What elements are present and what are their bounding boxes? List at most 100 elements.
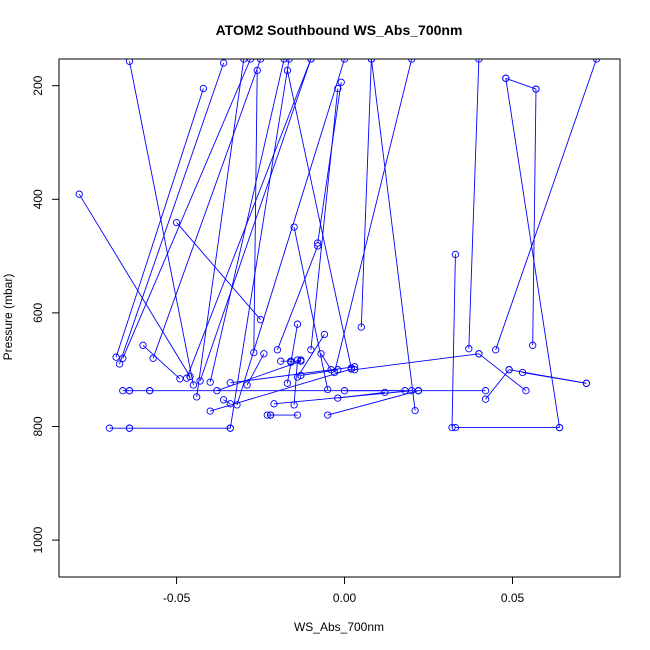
data-point	[411, 406, 419, 415]
y-tick-label: 600	[31, 303, 45, 323]
data-point	[226, 400, 234, 408]
x-tick-label: 0.05	[501, 591, 525, 605]
data-point	[270, 400, 278, 408]
data-point	[401, 387, 409, 395]
data-point	[330, 368, 339, 377]
series-line-39	[327, 390, 419, 416]
data-point	[219, 59, 228, 67]
series-line-36	[310, 88, 339, 350]
series-line-30	[286, 324, 298, 384]
series-line-10	[142, 344, 181, 380]
data-point	[273, 346, 282, 354]
data-point	[492, 346, 500, 354]
data-point	[293, 411, 302, 419]
data-point	[172, 218, 181, 227]
data-point	[414, 387, 423, 395]
data-point	[226, 424, 234, 432]
data-point	[532, 85, 540, 93]
data-point	[226, 379, 234, 387]
data-point	[183, 374, 191, 382]
series-line-41	[337, 391, 385, 399]
data-point	[357, 323, 365, 331]
series-line-55	[522, 372, 587, 384]
series-line-15	[196, 59, 245, 397]
series-line-43	[360, 59, 372, 328]
series-line-31	[290, 359, 301, 363]
series-line-17	[209, 59, 285, 383]
data-point	[350, 366, 359, 374]
series-line-58	[495, 59, 597, 350]
data-point	[75, 190, 83, 198]
data-point	[206, 407, 214, 415]
data-point	[522, 387, 530, 395]
x-tick-label: -0.05	[163, 591, 191, 605]
data-point	[283, 66, 292, 75]
series-line-47	[451, 254, 456, 428]
data-point	[287, 358, 295, 366]
data-point	[465, 345, 473, 353]
data-point	[367, 59, 376, 63]
data-point	[199, 84, 208, 93]
data-point	[324, 385, 332, 394]
series-line-40	[334, 59, 413, 373]
data-point	[112, 353, 120, 361]
series-line-34	[297, 334, 325, 378]
series-line-22	[236, 59, 345, 406]
data-point	[334, 394, 342, 402]
data-point	[334, 84, 342, 93]
series-line-50	[478, 353, 527, 392]
data-point	[293, 320, 302, 328]
data-point	[337, 78, 345, 86]
data-point	[105, 424, 114, 432]
data-point	[475, 59, 483, 63]
series-line-12	[176, 222, 261, 320]
series-line-2	[229, 59, 290, 429]
series-line-5	[119, 62, 225, 365]
y-axis-label: Pressure (mbar)	[1, 274, 15, 361]
data-point	[196, 377, 204, 385]
data-point	[381, 388, 389, 397]
data-point	[115, 360, 124, 368]
data-point	[285, 59, 293, 63]
data-point	[307, 346, 315, 354]
data-point	[555, 423, 564, 432]
data-point	[260, 350, 268, 358]
data-point	[125, 387, 134, 395]
series-line-37	[317, 82, 342, 244]
data-point	[246, 59, 255, 63]
data-point	[293, 373, 302, 381]
series-line-52	[485, 369, 510, 400]
data-point	[146, 387, 154, 395]
plot-area	[75, 59, 601, 432]
series-line-6	[122, 59, 251, 359]
data-point	[277, 357, 285, 365]
series-line-14	[129, 61, 194, 386]
data-point	[206, 378, 214, 386]
chart-title: ATOM2 Southbound WS_Abs_700nm	[216, 22, 463, 38]
data-point	[263, 411, 271, 419]
data-point	[324, 411, 332, 419]
data-point	[340, 59, 349, 63]
data-point	[293, 356, 302, 364]
data-point	[119, 354, 127, 362]
series-line-56	[532, 89, 537, 346]
y-axis: 200 400 600 800 1000	[31, 75, 59, 553]
data-point	[320, 330, 329, 339]
series-line-28	[276, 245, 319, 350]
data-point	[314, 239, 322, 247]
data-point	[505, 366, 513, 374]
data-point	[253, 66, 261, 75]
data-point	[290, 401, 298, 409]
data-point	[481, 395, 490, 403]
data-point	[283, 379, 292, 387]
series-line-3	[78, 193, 191, 377]
series-line-13	[186, 59, 312, 379]
data-point	[451, 423, 460, 432]
data-point	[213, 387, 221, 395]
data-point	[266, 411, 275, 419]
data-point	[592, 59, 601, 63]
data-point	[256, 59, 265, 63]
series-line-24	[253, 70, 258, 353]
